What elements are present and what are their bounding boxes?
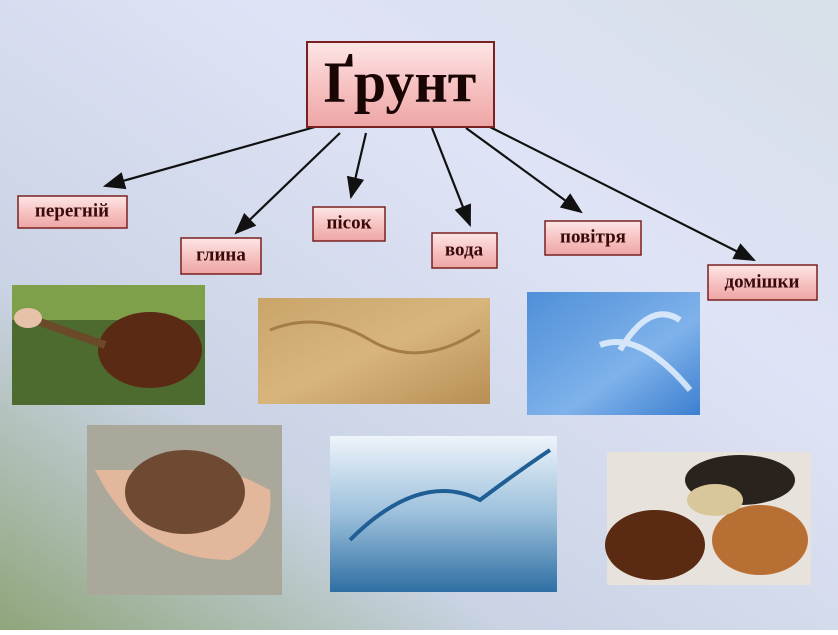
slide: Ґрунт перегній глина пісок вода повітря … xyxy=(0,0,838,630)
photo-clay xyxy=(87,425,282,595)
node-label: повітря xyxy=(560,226,626,247)
photo-water xyxy=(330,436,557,592)
photo-mixture xyxy=(605,452,811,585)
node-label: глина xyxy=(196,244,246,265)
node-label: пісок xyxy=(326,212,371,233)
photo-humus xyxy=(12,285,205,405)
node-label: вода xyxy=(445,239,484,260)
photo-sky xyxy=(527,292,700,415)
title: Ґрунт xyxy=(324,49,477,114)
node-label: домішки xyxy=(725,271,800,292)
photo-sand xyxy=(258,298,490,404)
node-label: перегній xyxy=(35,200,109,221)
